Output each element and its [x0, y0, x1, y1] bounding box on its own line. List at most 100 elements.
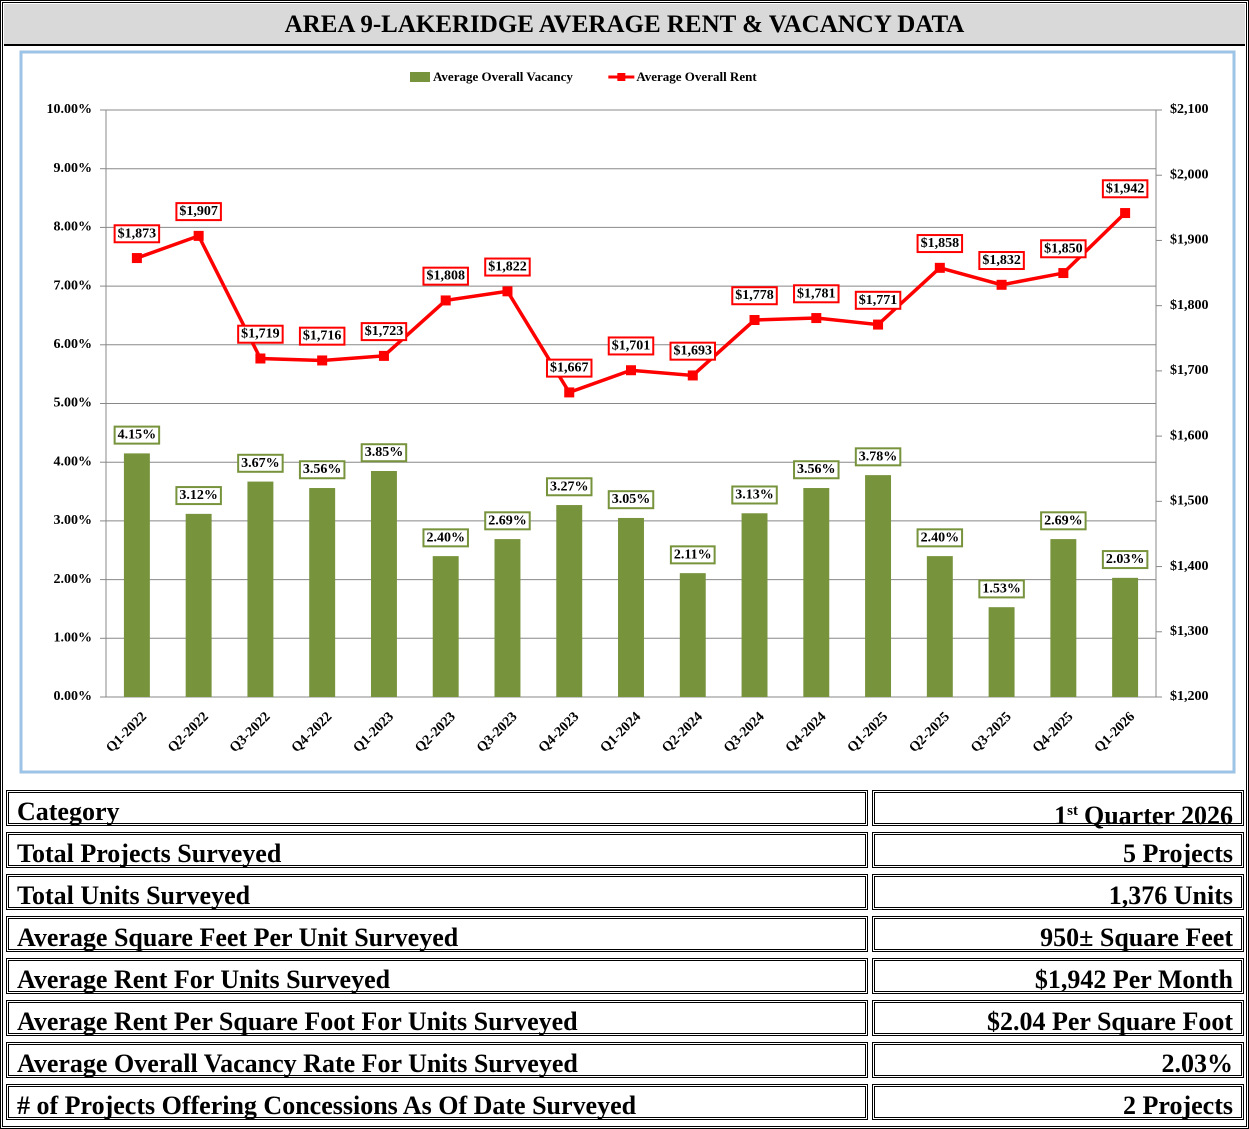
line-marker — [255, 353, 266, 364]
value-label-box — [669, 341, 717, 361]
cell-text: Total Units Surveyed — [17, 881, 251, 910]
table-cell: # of Projects Offering Concessions As Of… — [6, 1084, 868, 1120]
table-cell: Average Square Feet Per Unit Surveyed — [6, 916, 868, 952]
value-label-box — [854, 447, 902, 467]
cell-text: Average Overall Vacancy Rate For Units S… — [17, 1049, 578, 1078]
table-cell: Average Rent For Units Surveyed — [6, 958, 868, 994]
value-label-box — [545, 358, 593, 378]
value-label-box — [484, 511, 531, 531]
value-label: $1,716 — [303, 329, 342, 344]
cell-text: Average Rent Per Square Foot For Units S… — [17, 1007, 578, 1036]
value-label: $1,808 — [426, 269, 465, 284]
bar — [123, 453, 150, 697]
y-tick-label: 3.00% — [54, 513, 93, 528]
y2-tick-label: $2,000 — [1170, 167, 1209, 182]
value-label: 3.56% — [303, 462, 342, 477]
line-marker — [626, 365, 636, 376]
y2-tick-label: $2,100 — [1170, 102, 1209, 117]
bar — [926, 556, 953, 697]
cell-text: 2.03% — [1161, 1049, 1234, 1078]
y-tick-label: 8.00% — [54, 220, 93, 235]
value-label-box — [237, 453, 284, 473]
value-label: 3.85% — [365, 445, 404, 460]
bar — [247, 481, 274, 697]
bar — [618, 517, 644, 697]
header-text: Quarter 2026 — [1084, 801, 1233, 830]
table-cell: 1,376 Units — [872, 874, 1244, 910]
y2-tick-label: $1,600 — [1170, 428, 1209, 443]
legend-label: Average Overall Rent — [636, 69, 757, 84]
legend-swatch — [410, 72, 430, 82]
value-label-box — [237, 324, 284, 344]
y-tick-label: 5.00% — [54, 396, 93, 411]
value-label-box — [298, 460, 346, 480]
cell-text: $1,942 Per Month — [1034, 965, 1233, 994]
bar — [741, 513, 768, 697]
line-marker — [1058, 268, 1069, 279]
value-label-box — [298, 326, 346, 346]
value-label-box — [360, 443, 408, 463]
y-tick-label: 4.00% — [54, 454, 93, 469]
cell-text: $2.04 Per Square Foot — [986, 1007, 1233, 1036]
line-marker — [193, 230, 204, 241]
line-marker — [934, 262, 945, 273]
value-label: 2.11% — [674, 547, 712, 562]
cell-text: 950± Square Feet — [1040, 923, 1233, 952]
value-label: 2.69% — [488, 513, 527, 528]
value-label: 3.67% — [241, 456, 280, 471]
y2-tick-label: $1,800 — [1170, 298, 1209, 313]
line-marker — [502, 286, 513, 297]
cell-text: Average Square Feet Per Unit Surveyed — [17, 923, 459, 952]
value-label: $1,723 — [365, 324, 404, 339]
bar — [185, 513, 212, 697]
value-label-box — [916, 234, 964, 254]
table-cell: 5 Projects — [872, 832, 1244, 868]
table-cell: $2.04 Per Square Foot — [872, 1000, 1244, 1036]
value-label-box — [1101, 550, 1149, 570]
value-label: $1,719 — [241, 327, 280, 342]
value-label-box — [731, 485, 778, 505]
bar — [556, 505, 583, 697]
header-suffix: st — [1067, 803, 1078, 819]
value-label-box — [607, 336, 655, 356]
table-cell: 2.03% — [872, 1042, 1244, 1078]
value-label: $1,907 — [179, 204, 218, 219]
value-label-box — [545, 477, 593, 497]
y-tick-label: 7.00% — [54, 278, 93, 293]
cell-text: 2 Projects — [1123, 1091, 1233, 1120]
value-label-box — [113, 224, 161, 244]
bar — [679, 573, 706, 697]
value-label: 4.15% — [118, 428, 157, 443]
value-label: $1,693 — [674, 344, 713, 359]
value-label-box — [484, 257, 531, 277]
value-label: 3.78% — [859, 449, 898, 464]
value-label: 3.13% — [735, 487, 774, 502]
table-cell: Total Projects Surveyed — [6, 832, 868, 868]
value-label: $1,701 — [612, 338, 651, 353]
header-cell: Category — [6, 790, 868, 826]
bar — [432, 556, 459, 697]
value-label: $1,942 — [1106, 181, 1145, 196]
bar — [309, 488, 336, 697]
value-label: 2.69% — [1044, 513, 1083, 528]
value-label-box — [175, 486, 222, 506]
cell-text: 5 Projects — [1123, 839, 1233, 868]
value-label-box — [793, 284, 840, 304]
cell-text: Total Projects Surveyed — [17, 839, 282, 868]
value-label-box — [793, 460, 840, 480]
y2-tick-label: $1,400 — [1170, 559, 1209, 574]
bar — [370, 471, 397, 697]
value-label: 3.12% — [179, 488, 218, 503]
line-marker — [1120, 208, 1131, 219]
cell-text: # of Projects Offering Concessions As Of… — [17, 1091, 637, 1120]
line-marker — [996, 279, 1007, 290]
y-tick-label: 6.00% — [54, 337, 93, 352]
value-label: 2.40% — [426, 530, 465, 545]
value-label: $1,781 — [797, 286, 836, 301]
value-label-box — [1040, 511, 1087, 531]
y2-tick-label: $1,700 — [1170, 363, 1209, 378]
y-tick-label: 0.00% — [54, 689, 93, 704]
line-marker — [811, 313, 822, 324]
legend-swatch — [617, 73, 626, 81]
